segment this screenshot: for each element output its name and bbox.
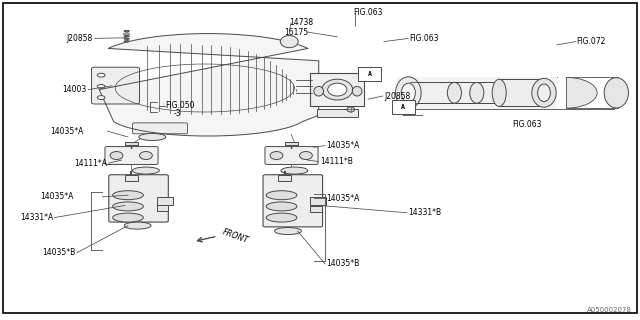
Ellipse shape [314,86,324,96]
Bar [157,205,168,211]
Ellipse shape [492,79,506,107]
Bar [410,82,499,103]
Bar [278,175,291,181]
Text: FIG.063: FIG.063 [410,34,439,43]
FancyBboxPatch shape [132,123,188,134]
Text: 14035*A: 14035*A [326,141,360,150]
Ellipse shape [361,73,369,78]
FancyBboxPatch shape [109,175,168,222]
Ellipse shape [113,191,143,200]
Ellipse shape [124,30,129,32]
Ellipse shape [447,83,461,103]
Ellipse shape [113,202,143,211]
Ellipse shape [328,83,347,96]
Ellipse shape [280,36,298,48]
FancyBboxPatch shape [310,73,364,106]
Text: J20858: J20858 [67,34,93,43]
Ellipse shape [347,107,355,112]
Ellipse shape [532,78,556,107]
Ellipse shape [97,96,105,100]
Text: 14111*A: 14111*A [74,159,108,168]
Ellipse shape [470,83,484,103]
Ellipse shape [281,167,308,174]
Polygon shape [99,34,319,136]
Ellipse shape [538,84,550,102]
FancyBboxPatch shape [265,147,318,164]
Ellipse shape [124,222,151,229]
Text: A: A [401,104,405,110]
Text: FIG.050: FIG.050 [165,101,195,110]
Bar [498,79,540,106]
Ellipse shape [352,86,362,96]
Ellipse shape [140,152,152,160]
Ellipse shape [139,133,166,140]
Ellipse shape [396,77,421,109]
Text: 14035*B: 14035*B [326,260,360,268]
Bar [157,197,173,205]
Ellipse shape [266,213,297,222]
Text: 14035*B: 14035*B [42,248,76,257]
Text: 14035*A: 14035*A [50,127,83,136]
Ellipse shape [124,33,129,34]
Bar [125,175,138,181]
Bar [285,142,298,145]
Ellipse shape [604,78,628,108]
Bar [310,197,326,205]
Ellipse shape [401,83,415,102]
Bar [310,206,322,212]
FancyBboxPatch shape [263,175,323,227]
Text: -3: -3 [174,109,182,118]
Ellipse shape [266,202,297,211]
Ellipse shape [124,41,129,42]
Bar [358,67,381,81]
Ellipse shape [300,152,312,160]
Text: 14331*B: 14331*B [408,208,442,217]
Ellipse shape [270,152,283,160]
Text: 14331*A: 14331*A [20,213,53,222]
Ellipse shape [275,228,301,235]
Ellipse shape [322,79,353,100]
Text: FIG.063: FIG.063 [512,120,541,129]
Ellipse shape [124,36,129,37]
Ellipse shape [97,73,105,77]
Ellipse shape [113,213,143,222]
Ellipse shape [132,167,159,174]
Text: 14035*A: 14035*A [40,192,74,201]
Bar [317,109,358,117]
Ellipse shape [266,191,297,200]
Text: A: A [368,71,372,77]
Bar [392,100,415,114]
Ellipse shape [110,152,123,160]
Bar [125,142,138,145]
Text: FRONT: FRONT [221,227,250,245]
Text: 14111*B: 14111*B [320,157,353,166]
Wedge shape [566,77,597,108]
Text: FIG.072: FIG.072 [576,37,605,46]
Text: A050002078: A050002078 [588,307,632,313]
Text: FIG.063: FIG.063 [353,8,383,17]
Text: 14003: 14003 [62,85,86,94]
Text: J20858: J20858 [384,92,410,100]
Ellipse shape [97,84,105,88]
FancyBboxPatch shape [92,67,140,104]
Text: 16175: 16175 [284,28,308,36]
Bar [397,77,557,109]
FancyBboxPatch shape [105,147,158,164]
Ellipse shape [124,38,129,39]
Text: 14035*A: 14035*A [326,194,360,203]
Text: 14738: 14738 [289,18,314,27]
